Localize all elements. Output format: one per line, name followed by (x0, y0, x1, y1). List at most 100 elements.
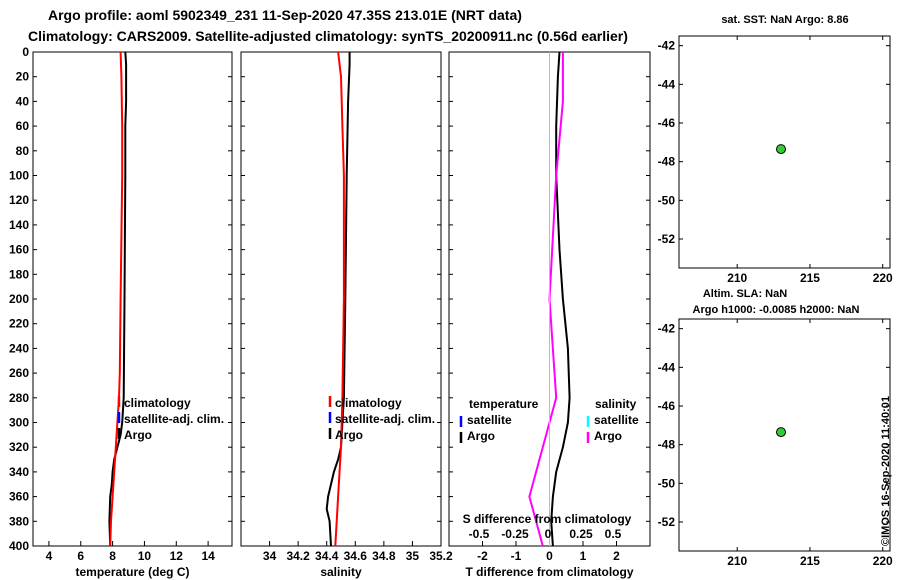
figure-title-line2: Climatology: CARS2009. Satellite-adjuste… (28, 28, 628, 44)
temp-ytick-label: 320 (9, 440, 29, 454)
sst-map-ytick-label: -44 (658, 77, 676, 91)
temp-ytick-label: 140 (9, 218, 29, 232)
sla-map-ytick-label: -52 (658, 515, 676, 529)
legend-label: satellite-adj. clim. (335, 412, 435, 426)
sla-map-frame (678, 318, 891, 552)
temp-ytick-label: 200 (9, 292, 29, 306)
sal-xtick-label: 35 (406, 549, 420, 563)
sst-map-frame (678, 35, 891, 269)
sst-map-panel: 210 215 220 -42 -44 -46 -48 -50 -52 sat. SST: NaN… (658, 14, 893, 285)
sst-map-ytick-label: -52 (658, 232, 676, 246)
temp-ytick-label: 120 (9, 193, 29, 207)
sal-panel: 34 34.2 34.4 34.6 34.8 35 35.2 salinity climatol… (240, 51, 453, 579)
diff-xtick-label: 0 (546, 549, 553, 563)
temp-ytick-label: 20 (16, 70, 30, 84)
sla-map-xtick-label: 215 (800, 554, 820, 568)
sla-map-ytick-label: -42 (658, 322, 676, 336)
sal-xlabel: salinity (320, 565, 362, 579)
temp-ytick-label: 400 (9, 539, 29, 553)
temp-ytick-label: 240 (9, 341, 29, 355)
diff-sal-xlabel: S difference from climatology (463, 512, 632, 526)
diff-legend-label: Argo (467, 429, 495, 443)
temp-xlabel: temperature (deg C) (75, 565, 189, 579)
diff-sal-xtick-label: 0.5 (605, 527, 622, 541)
diff-xtick-label: -2 (477, 549, 488, 563)
sst-map-xtick-label: 215 (800, 271, 820, 285)
diff-series-argo (550, 51, 571, 547)
legend-label: Argo (335, 428, 363, 442)
sst-map-xtick-label: 210 (727, 271, 747, 285)
sal-xtick-label: 34.4 (315, 549, 339, 563)
sst-map-title: sat. SST: NaN Argo: 8.86 (721, 14, 848, 26)
sla-map-ytick-label: -50 (658, 476, 676, 490)
temp-ytick-label: 80 (16, 144, 30, 158)
temp-ytick-label: 60 (16, 119, 30, 133)
sst-map-ytick-label: -48 (658, 155, 676, 169)
diff-legend-sal-title: salinity (595, 397, 637, 411)
sal-xtick-label: 34.8 (372, 549, 396, 563)
sal-series-climatology (334, 51, 345, 547)
diff-sal-xtick-label: -0.25 (501, 527, 529, 541)
sla-map-xtick-label: 220 (873, 554, 893, 568)
diff-series-salinity-argo (528, 52, 564, 547)
temp-ytick-label: 360 (9, 490, 29, 504)
diff-xtick-label: 2 (613, 549, 620, 563)
sla-map-title: Altim. SLA: NaN (703, 288, 787, 300)
sst-map-xtick-label: 220 (873, 271, 893, 285)
temp-ytick-label: 100 (9, 169, 29, 183)
legend-label: climatology (124, 396, 191, 410)
diff-xtick-label: 1 (580, 549, 587, 563)
temp-xtick-label: 4 (46, 549, 53, 563)
sal-series-argo (325, 52, 351, 547)
sla-map-ytick-label: -48 (658, 438, 676, 452)
legend-label: climatology (335, 396, 402, 410)
sla-map-ytick-label: -44 (658, 360, 676, 374)
diff-xtick-label: -1 (511, 549, 522, 563)
temp-ytick-label: 340 (9, 465, 29, 479)
sla-map-panel: 210 215 220 -42 -44 -46 -48 -50 -52 Altim. SLA: N… (658, 288, 893, 568)
temp-frame (32, 51, 233, 547)
sal-frame (240, 51, 442, 547)
temp-xtick-label: 12 (170, 549, 184, 563)
figure-title-line1: Argo profile: aoml 5902349_231 11-Sep-20… (48, 7, 522, 23)
diff-legend-label: satellite (594, 413, 639, 427)
sst-map-ytick-label: -50 (658, 193, 676, 207)
temp-ytick-label: 180 (9, 267, 29, 281)
legend-label: satellite-adj. clim. (124, 412, 224, 426)
sla-map-argo-point (776, 427, 787, 438)
sst-map-ytick-label: -46 (658, 116, 676, 130)
diff-legend-temp-title: temperature (469, 397, 539, 411)
diff-xlabel: T difference from climatology (465, 565, 633, 579)
sal-xtick-label: 34.6 (344, 549, 368, 563)
diff-sal-xtick-label: 0.25 (569, 527, 593, 541)
temp-ytick-label: 280 (9, 391, 29, 405)
temp-ytick-label: 380 (9, 514, 29, 528)
legend-label: Argo (124, 428, 152, 442)
sst-map-argo-point (776, 144, 787, 155)
temp-xtick-label: 14 (201, 549, 215, 563)
temp-ytick-label: 0 (22, 45, 29, 59)
temp-ytick-label: 300 (9, 416, 29, 430)
sla-map-subtitle: Argo h1000: -0.0085 h2000: NaN (693, 304, 860, 316)
diff-panel: -2 -1 0 1 2 T difference from climatology temp… (448, 51, 651, 579)
diff-legend-label: satellite (467, 413, 512, 427)
sla-map-xtick-label: 210 (727, 554, 747, 568)
sst-map-ytick-label: -42 (658, 39, 676, 53)
temp-ytick-label: 260 (9, 366, 29, 380)
sal-xtick-label: 34 (263, 549, 277, 563)
temp-ytick-label: 40 (16, 94, 30, 108)
sal-xtick-label: 34.2 (286, 549, 310, 563)
diff-sal-xtick-label: -0.5 (469, 527, 490, 541)
imos-timestamp: ©IMOS 16-Sep-2020 11:40:01 (880, 396, 892, 546)
temp-series-argo (108, 51, 128, 547)
diff-sal-xtick-label: 0 (545, 527, 552, 541)
sal-xtick-label: 35.2 (429, 549, 453, 563)
temp-ytick-label: 160 (9, 243, 29, 257)
temp-ytick-label: 220 (9, 317, 29, 331)
diff-legend-label: Argo (594, 429, 622, 443)
temp-panel: 4 6 8 10 12 140204060801001201401601802002202… (9, 45, 233, 579)
temp-xtick-label: 10 (138, 549, 152, 563)
temp-xtick-label: 6 (77, 549, 84, 563)
temp-xtick-label: 8 (109, 549, 116, 563)
